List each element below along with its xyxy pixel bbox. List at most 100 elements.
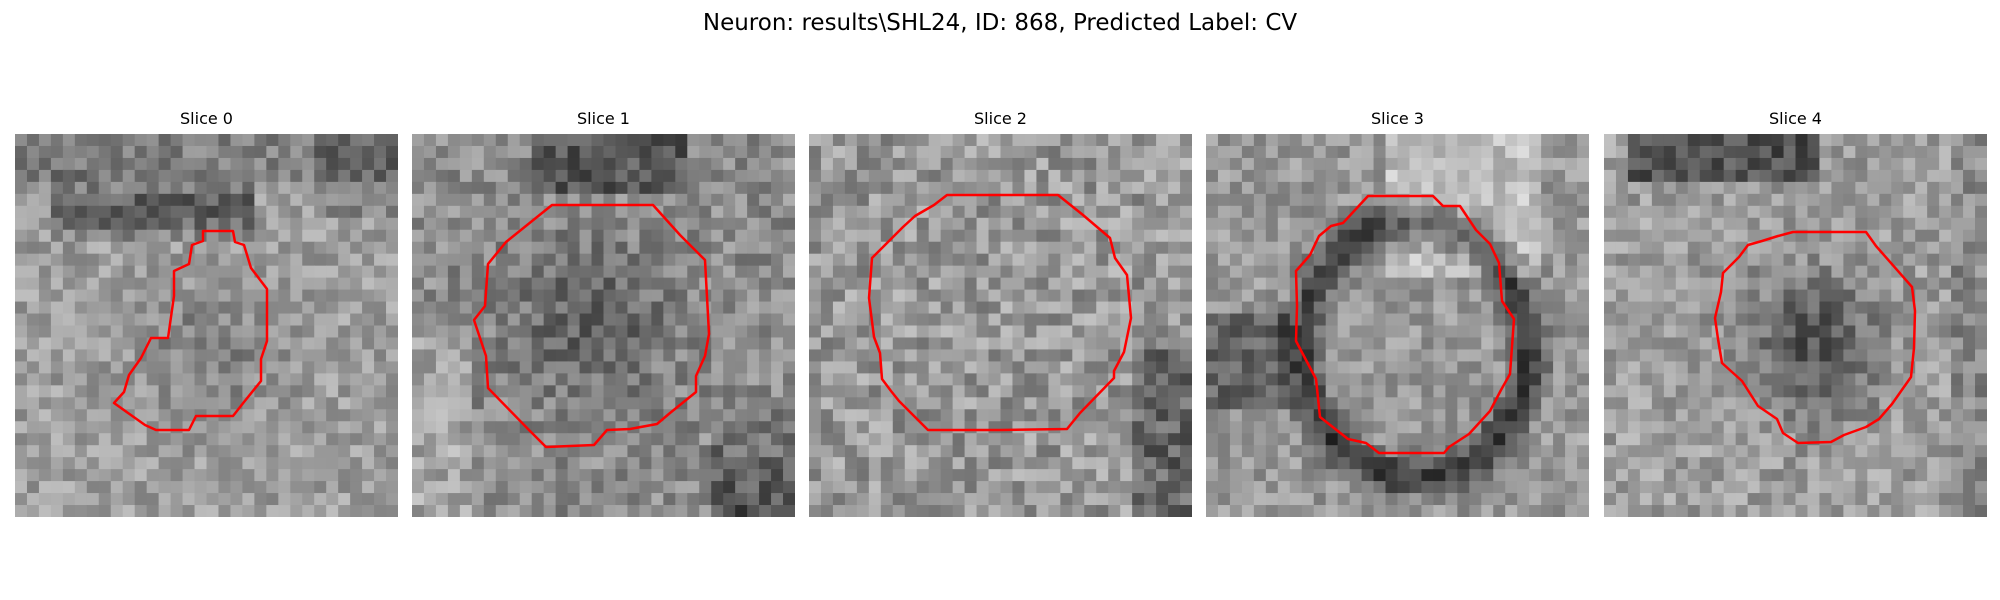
pixel	[844, 241, 858, 255]
pixel	[1939, 301, 1952, 315]
pixel	[1663, 409, 1677, 422]
pixel	[1253, 505, 1267, 517]
pixel	[1831, 349, 1844, 363]
pixel	[1144, 457, 1157, 470]
pixel	[1831, 145, 1844, 159]
pixel	[74, 289, 88, 303]
pixel	[687, 421, 700, 434]
pixel	[1385, 445, 1399, 458]
pixel	[362, 433, 375, 446]
pixel	[1397, 409, 1411, 422]
pixel	[892, 373, 906, 386]
pixel	[1265, 181, 1279, 195]
pixel	[735, 301, 748, 315]
pixel	[1349, 181, 1363, 195]
pixel	[374, 253, 387, 267]
pixel	[711, 313, 724, 327]
pixel	[98, 505, 112, 517]
pixel	[1180, 193, 1192, 207]
pixel	[266, 445, 279, 458]
pixel	[1337, 505, 1351, 517]
pixel	[699, 169, 712, 183]
pixel	[1663, 169, 1677, 183]
pixel	[1687, 445, 1701, 458]
pixel	[1529, 205, 1542, 219]
pixel	[1867, 409, 1880, 422]
pixel	[639, 181, 652, 195]
pixel	[1651, 433, 1665, 446]
pixel	[1445, 134, 1458, 147]
pixel	[976, 241, 990, 255]
pixel	[1325, 241, 1339, 255]
pixel	[374, 433, 387, 446]
pixel	[1349, 421, 1363, 434]
pixel	[1072, 265, 1085, 279]
pixel	[639, 373, 652, 386]
pixel	[1939, 409, 1952, 422]
pixel	[459, 433, 473, 446]
pixel	[1457, 181, 1470, 195]
pixel	[1048, 373, 1061, 386]
pixel	[1433, 193, 1446, 207]
pixel	[206, 265, 220, 279]
pixel	[904, 373, 918, 386]
pixel	[122, 457, 136, 470]
pixel	[639, 433, 652, 446]
pixel	[1711, 193, 1725, 207]
pixel	[1385, 253, 1399, 267]
pixel	[904, 277, 918, 291]
pixel	[1735, 337, 1749, 351]
pixel	[1493, 433, 1506, 446]
pixel	[1963, 373, 1976, 386]
pixel	[1325, 457, 1339, 470]
pixel	[278, 241, 291, 255]
pixel	[1445, 397, 1458, 410]
pixel	[412, 433, 425, 446]
pixel	[1855, 134, 1868, 147]
pixel	[964, 193, 978, 207]
pixel	[1795, 265, 1809, 279]
pixel	[182, 169, 196, 183]
pixel	[1807, 193, 1821, 207]
pixel	[832, 421, 846, 434]
pixel	[723, 289, 736, 303]
pixel	[1253, 217, 1267, 231]
pixel	[86, 313, 100, 327]
pixel	[1072, 301, 1085, 315]
pixel	[1241, 373, 1255, 386]
pixel	[1939, 277, 1952, 291]
pixel	[412, 313, 425, 327]
pixel	[964, 469, 978, 482]
pixel	[928, 325, 942, 339]
pixel	[809, 145, 822, 159]
pixel	[675, 445, 688, 458]
pixel	[988, 134, 1002, 147]
pixel	[412, 397, 425, 410]
pixel	[964, 385, 978, 398]
pixel	[579, 301, 593, 315]
pixel	[1144, 134, 1157, 147]
pixel	[976, 325, 990, 339]
pixel	[747, 325, 760, 339]
pixel	[964, 229, 978, 243]
pixel	[639, 157, 652, 171]
pixel	[15, 157, 28, 171]
pixel	[1831, 277, 1844, 291]
pixel	[423, 445, 437, 458]
pixel	[1373, 217, 1387, 231]
pixel	[1735, 361, 1749, 374]
pixel	[832, 433, 846, 446]
pixel	[1457, 241, 1470, 255]
pixel	[964, 265, 978, 279]
pixel	[1975, 409, 1987, 422]
pixel	[1903, 205, 1916, 219]
pixel	[1553, 277, 1566, 291]
pixel	[1687, 157, 1701, 171]
pixel	[579, 313, 593, 327]
pixel	[1289, 481, 1303, 494]
pixel	[1012, 481, 1026, 494]
slice-image-0	[15, 134, 398, 517]
pixel	[326, 373, 339, 386]
pixel	[615, 193, 629, 207]
pixel	[50, 301, 64, 315]
